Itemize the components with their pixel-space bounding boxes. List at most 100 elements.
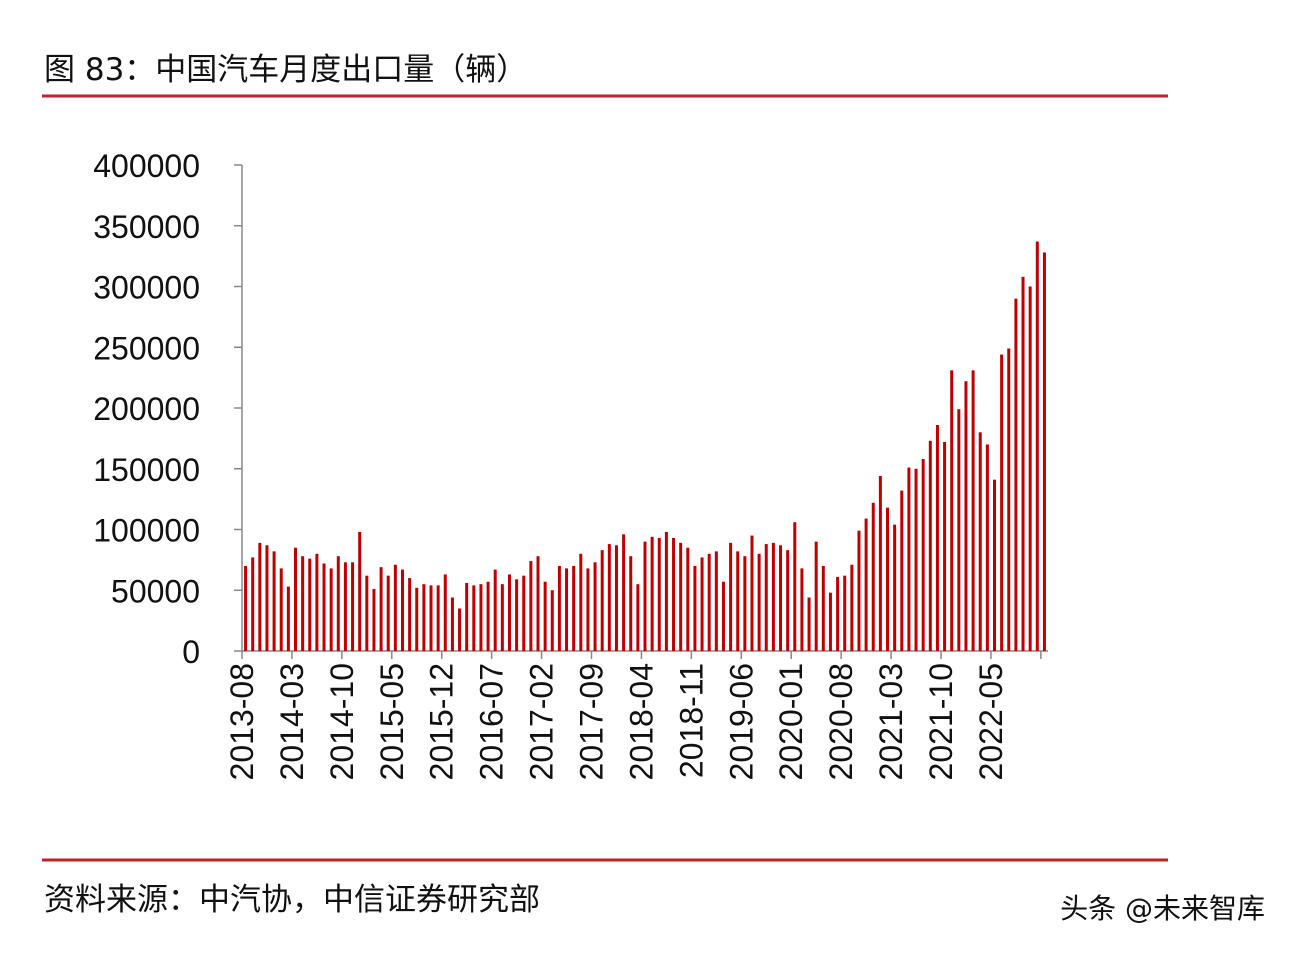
bar (379, 567, 383, 651)
bar (836, 576, 840, 651)
bar (1007, 348, 1011, 651)
bar (857, 530, 861, 651)
bar (529, 561, 533, 651)
y-tick-label: 400000 (93, 148, 200, 184)
bar (843, 575, 847, 651)
bar (807, 597, 811, 651)
bar (700, 557, 704, 651)
bar (957, 409, 961, 651)
x-tick-label: 2022-05 (973, 663, 1009, 780)
bar (935, 425, 939, 651)
x-tick-label: 2021-10 (923, 663, 959, 780)
bar (386, 575, 390, 651)
bar (964, 381, 968, 651)
bar (472, 585, 476, 651)
bar (365, 575, 369, 651)
bar (351, 562, 355, 651)
bar (743, 556, 747, 651)
y-tick-label: 300000 (93, 270, 200, 306)
bar (679, 542, 683, 651)
bar (400, 569, 404, 651)
bar (593, 562, 597, 651)
bar (586, 568, 590, 651)
bar (771, 542, 775, 651)
bar (950, 370, 954, 651)
bar (308, 558, 312, 651)
watermark: 头条 @未来智库 (1060, 892, 1265, 925)
bar (871, 502, 875, 651)
x-tick-label: 2014-10 (324, 663, 360, 780)
bar (486, 581, 490, 651)
bar (1028, 286, 1032, 651)
bar (729, 542, 733, 651)
bar (600, 550, 604, 651)
bar (943, 442, 947, 651)
bar (828, 592, 832, 651)
bar (971, 370, 975, 651)
bar (450, 597, 454, 651)
x-tick-label: 2016-07 (474, 663, 510, 780)
bar (329, 568, 333, 651)
x-tick-label: 2020-01 (773, 663, 809, 780)
x-tick-label: 2020-08 (823, 663, 859, 780)
bar (664, 531, 668, 651)
bar (315, 553, 319, 651)
y-tick-label: 350000 (93, 209, 200, 245)
bar (614, 545, 618, 651)
bar (258, 542, 262, 651)
bar (878, 476, 882, 651)
bar (800, 568, 804, 651)
bar (764, 544, 768, 651)
bar (479, 584, 483, 651)
bar (993, 479, 997, 651)
bar (793, 522, 797, 651)
bar (565, 568, 569, 651)
bar (707, 553, 711, 651)
source-note: 资料来源：中汽协，中信证券研究部 (44, 882, 540, 918)
bar (358, 531, 362, 651)
x-tick-label: 2015-12 (424, 663, 460, 780)
bar (422, 584, 426, 651)
x-tick-label: 2019-06 (723, 663, 759, 780)
bar (672, 538, 676, 651)
bar (786, 550, 790, 651)
y-tick-label: 0 (182, 634, 200, 670)
bar (900, 490, 904, 651)
x-tick-label: 2013-08 (224, 663, 260, 780)
bar (436, 585, 440, 651)
bar (251, 557, 255, 651)
bar (550, 590, 554, 651)
bar (465, 582, 469, 651)
bar (1035, 241, 1039, 652)
bar (907, 467, 911, 651)
bar (850, 564, 854, 651)
bar (322, 563, 326, 651)
x-tick-label: 2014-03 (274, 663, 310, 780)
bar (536, 556, 540, 651)
bar (429, 585, 433, 651)
bar (507, 574, 511, 651)
bar (757, 553, 761, 651)
bar (686, 547, 690, 651)
bar (415, 587, 419, 651)
bar (721, 581, 725, 651)
bar (543, 581, 547, 651)
y-tick-label: 100000 (93, 513, 200, 549)
bar (293, 547, 297, 651)
bar (650, 536, 654, 651)
chart-title: 图 83：中国汽车月度出口量（辆） (44, 52, 527, 88)
bar (408, 578, 412, 651)
bar (1021, 276, 1025, 651)
bar (272, 551, 276, 651)
bar (693, 565, 697, 651)
bar (714, 551, 718, 651)
bar (557, 565, 561, 651)
y-tick-label: 250000 (93, 330, 200, 366)
bar (928, 440, 932, 651)
bar (779, 545, 783, 651)
bar (914, 468, 918, 651)
bar (750, 535, 754, 651)
bar (886, 507, 890, 651)
y-tick-label: 50000 (111, 573, 200, 609)
bar (978, 432, 982, 651)
